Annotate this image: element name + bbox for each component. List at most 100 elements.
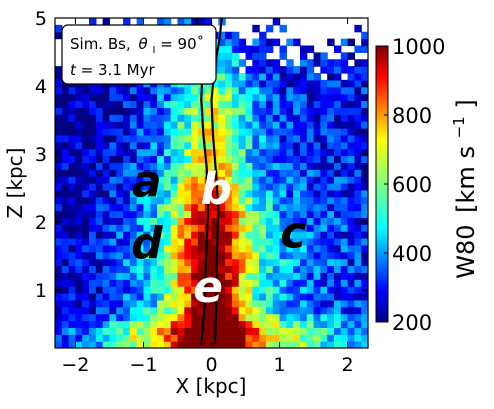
heatmap-cell <box>184 18 192 26</box>
heatmap-cell <box>102 251 111 260</box>
heatmap-cell <box>347 121 355 129</box>
heatmap-cell <box>231 52 240 60</box>
heatmap-cell <box>347 258 355 267</box>
heatmap-cell <box>150 114 158 122</box>
heatmap-cell <box>299 265 308 273</box>
heatmap-cell <box>231 134 240 143</box>
heatmap-cell <box>327 86 335 95</box>
heatmap-cell <box>238 128 247 136</box>
heatmap-cell <box>116 203 124 212</box>
heatmap-cell <box>136 231 145 239</box>
heatmap-cell <box>265 176 274 184</box>
heatmap-cell <box>204 100 213 108</box>
heatmap-cell <box>279 224 287 232</box>
heatmap-cell <box>225 313 233 322</box>
heatmap-cell <box>82 217 90 225</box>
heatmap-cell <box>306 217 315 225</box>
heatmap-cell <box>211 299 219 308</box>
heatmap-cell <box>225 272 233 280</box>
heatmap-cell <box>89 279 97 287</box>
heatmap-cell <box>89 210 97 218</box>
heatmap-cell <box>89 100 97 108</box>
colorbar-tick-label: 800 <box>392 104 432 128</box>
heatmap-cell <box>354 238 362 246</box>
heatmap-cell <box>184 327 192 335</box>
heatmap-cell <box>299 100 308 108</box>
heatmap-cell <box>61 114 70 122</box>
heatmap-cell <box>252 148 260 157</box>
heatmap-cell <box>299 238 308 246</box>
heatmap-cell <box>265 313 274 322</box>
heatmap-cell <box>245 258 253 267</box>
heatmap-cell <box>61 306 70 315</box>
heatmap-cell <box>245 293 253 301</box>
heatmap-cell <box>347 66 355 74</box>
heatmap-cell <box>218 155 226 163</box>
heatmap-cell <box>225 306 233 315</box>
heatmap-cell <box>354 59 362 67</box>
heatmap-cell <box>116 189 124 198</box>
heatmap-cell <box>89 299 97 308</box>
heatmap-cell <box>361 31 368 40</box>
heatmap-cell <box>95 327 104 335</box>
heatmap-cell <box>272 217 281 225</box>
heatmap-cell <box>259 251 267 260</box>
heatmap-cell <box>306 238 315 246</box>
heatmap-cell <box>68 286 77 294</box>
heatmap-cell <box>170 169 179 177</box>
heatmap-cell <box>143 306 151 315</box>
heatmap-cell <box>340 299 349 308</box>
heatmap-cell <box>265 59 274 67</box>
heatmap-cell <box>238 114 247 122</box>
heatmap-cell <box>68 203 77 212</box>
heatmap-cell <box>286 100 294 108</box>
y-tick-label: 2 <box>35 212 47 234</box>
heatmap-cell <box>245 86 253 95</box>
heatmap-cell <box>204 238 213 246</box>
heatmap-cell <box>361 79 368 88</box>
heatmap-cell <box>265 100 274 108</box>
heatmap-cell <box>333 258 342 267</box>
heatmap-cell <box>95 196 104 205</box>
heatmap-cell <box>286 176 294 184</box>
heatmap-cell <box>136 320 145 328</box>
heatmap-cell <box>184 313 192 322</box>
heatmap-cell <box>354 279 362 287</box>
heatmap-cell <box>55 176 63 184</box>
heatmap-cell <box>293 224 301 232</box>
heatmap-cell <box>245 148 253 157</box>
heatmap-cell <box>279 272 287 280</box>
heatmap-cell <box>225 196 233 205</box>
heatmap-cell <box>327 114 335 122</box>
heatmap-cell <box>231 148 240 157</box>
heatmap-cell <box>279 134 287 143</box>
heatmap-cell <box>293 128 301 136</box>
heatmap-cell <box>259 86 267 95</box>
heatmap-cell <box>293 196 301 205</box>
heatmap-cell <box>116 231 124 239</box>
heatmap-cell <box>245 244 253 253</box>
heatmap-cell <box>157 128 165 136</box>
heatmap-cell <box>89 224 97 232</box>
heatmap-cell <box>327 327 335 335</box>
heatmap-cell <box>238 341 247 348</box>
heatmap-cell <box>191 107 199 115</box>
heatmap-cell <box>218 203 226 212</box>
heatmap-cell <box>82 196 90 205</box>
heatmap-cell <box>184 244 192 253</box>
heatmap-cell <box>157 279 165 287</box>
region-label-a: a <box>132 157 162 208</box>
heatmap-cell <box>82 279 90 287</box>
heatmap-cell <box>177 265 185 273</box>
heatmap-cell <box>102 217 111 225</box>
heatmap-cell <box>259 183 267 191</box>
heatmap-cell <box>259 52 267 60</box>
heatmap-cell <box>61 210 70 218</box>
heatmap-cell <box>286 265 294 273</box>
heatmap-cell <box>286 196 294 205</box>
heatmap-cell <box>184 155 192 163</box>
heatmap-cell <box>327 203 335 212</box>
heatmap-cell <box>320 59 328 67</box>
heatmap-cell <box>245 66 253 74</box>
heatmap-cell <box>306 155 315 163</box>
